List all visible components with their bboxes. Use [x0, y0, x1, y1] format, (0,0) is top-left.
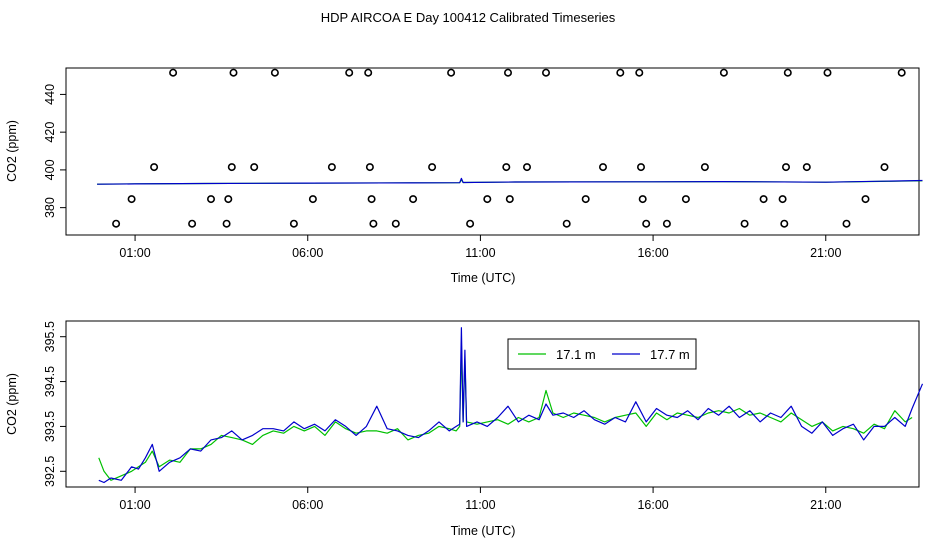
p2-series-line-blue: [98, 327, 924, 484]
calibration-point: [522, 163, 531, 172]
p1-y-tick-label: 400: [43, 159, 57, 180]
panel-2-x-axis: 01:00 06:00 11:00 16:00 21:00: [119, 487, 841, 512]
p2-x-tick-label: 06:00: [292, 498, 323, 512]
panel-2-y-label: CO2 (ppm): [5, 373, 19, 435]
calibration-point: [636, 163, 645, 172]
p1-x-tick-label: 11:00: [465, 246, 495, 260]
p1-series-line-blue: [97, 177, 923, 185]
calibration-point: [150, 163, 159, 172]
calibration-point: [642, 219, 651, 228]
calibration-point: [365, 163, 374, 172]
panel-timeseries: 01:00 06:00 11:00 16:00 21:00 392.5 393.5 394.…: [5, 320, 924, 538]
legend-label-17-7: 17.7 m: [650, 347, 690, 362]
calibration-point: [466, 219, 475, 228]
legend: 17.1 m 17.7 m: [507, 338, 697, 370]
calibration-point: [447, 68, 456, 77]
calibration-point: [638, 195, 647, 204]
calibration-point: [505, 195, 514, 204]
calibration-point: [802, 163, 811, 172]
calibration-point: [188, 219, 197, 228]
calibration-point: [616, 68, 625, 77]
panel-calibration: 01:00 06:00 11:00 16:00 21:00 380 400 420 440 T…: [5, 67, 923, 285]
p1-y-tick-label: 440: [43, 84, 57, 105]
p1-x-tick-label: 16:00: [637, 246, 668, 260]
calibration-point: [681, 195, 690, 204]
calibration-point: [224, 195, 233, 204]
calibration-point: [783, 68, 792, 77]
panel-2-x-label: Time (UTC): [451, 524, 516, 538]
calibration-point: [662, 219, 671, 228]
calibration-point: [740, 219, 749, 228]
calibration-point: [719, 68, 728, 77]
panel-1-y-axis: 380 400 420 440: [43, 84, 66, 218]
calibration-point: [364, 68, 373, 77]
panel-1-x-axis: 01:00 06:00 11:00 16:00 21:00: [119, 235, 841, 260]
panel-1-calibration-points: [112, 68, 906, 228]
calibration-point: [780, 219, 789, 228]
calibration-point: [409, 195, 418, 204]
calibration-point: [861, 195, 870, 204]
p2-y-tick-label: 392.5: [43, 456, 57, 487]
calibration-point: [112, 219, 121, 228]
panel-1-x-label: Time (UTC): [451, 271, 516, 285]
calibration-point: [842, 219, 851, 228]
calibration-point: [541, 68, 550, 77]
calibration-point: [250, 163, 259, 172]
p1-x-tick-label: 01:00: [119, 246, 150, 260]
calibration-point: [503, 68, 512, 77]
calibration-point: [700, 163, 709, 172]
calibration-point: [222, 219, 231, 228]
p2-series-line-green: [98, 345, 913, 481]
p1-x-tick-label: 21:00: [810, 246, 841, 260]
calibration-point: [289, 219, 298, 228]
calibration-point: [227, 163, 236, 172]
p2-x-tick-label: 21:00: [810, 498, 841, 512]
calibration-point: [635, 68, 644, 77]
calibration-point: [327, 163, 336, 172]
calibration-point: [345, 68, 354, 77]
calibration-point: [778, 195, 787, 204]
calibration-point: [562, 219, 571, 228]
p2-x-tick-label: 11:00: [465, 498, 495, 512]
calibration-point: [169, 68, 178, 77]
calibration-point: [880, 163, 889, 172]
calibration-point: [207, 195, 216, 204]
panel-2-frame: [65, 320, 920, 488]
calibration-point: [428, 163, 437, 172]
p2-x-tick-label: 01:00: [119, 498, 150, 512]
calibration-point: [369, 219, 378, 228]
p2-y-tick-label: 395.5: [43, 321, 57, 352]
p1-y-tick-label: 420: [43, 122, 57, 143]
p2-y-tick-label: 394.5: [43, 366, 57, 397]
calibration-point: [483, 195, 492, 204]
calibration-point: [581, 195, 590, 204]
calibration-point: [391, 219, 400, 228]
calibration-point: [270, 68, 279, 77]
calibration-point: [897, 68, 906, 77]
panel-1-frame: [65, 67, 920, 236]
panel-2-series: [98, 327, 924, 484]
calibration-point: [823, 68, 832, 77]
calibration-point: [598, 163, 607, 172]
calibration-point: [759, 195, 768, 204]
calibration-point: [127, 195, 136, 204]
calibration-point: [367, 195, 376, 204]
calibration-point: [781, 163, 790, 172]
panel-1-series: [97, 177, 923, 185]
legend-label-17-1: 17.1 m: [556, 347, 596, 362]
p2-y-tick-label: 393.5: [43, 411, 57, 442]
p1-y-tick-label: 380: [43, 197, 57, 218]
p1-x-tick-label: 06:00: [292, 246, 323, 260]
panel-2-y-axis: 392.5 393.5 394.5 395.5: [43, 321, 66, 487]
figure-title: HDP AIRCOA E Day 100412 Calibrated Times…: [321, 10, 616, 25]
calibration-point: [502, 163, 511, 172]
panel-1-y-label: CO2 (ppm): [5, 120, 19, 182]
calibration-point: [229, 68, 238, 77]
calibration-point: [308, 195, 317, 204]
p2-x-tick-label: 16:00: [637, 498, 668, 512]
